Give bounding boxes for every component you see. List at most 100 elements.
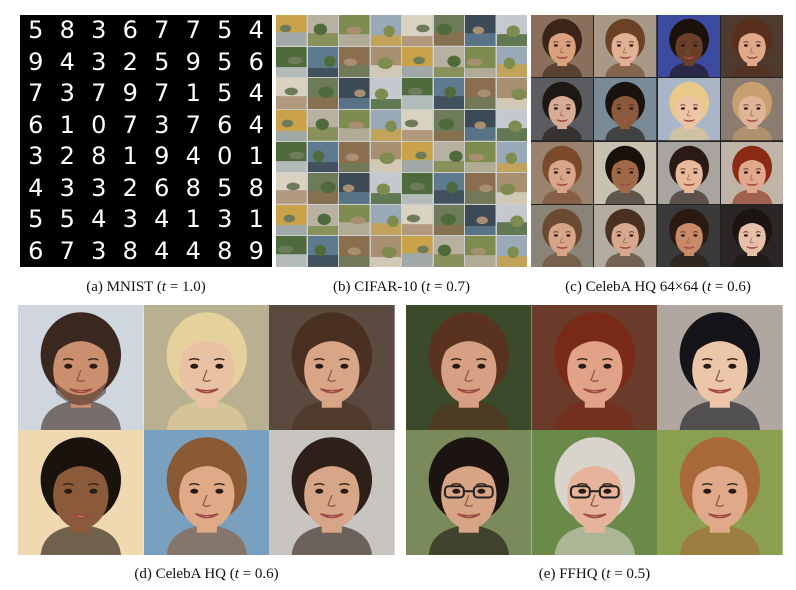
mnist-digit: 5	[217, 16, 233, 44]
cifar-thumbnail	[496, 204, 527, 236]
mnist-digit: 4	[248, 16, 264, 44]
caption-mnist: (a) MNIST (t = 1.0)	[20, 279, 272, 296]
ffhq-sample-grid	[406, 305, 783, 555]
cifar-thumbnail	[276, 236, 307, 267]
cifar-thumbnail	[402, 46, 433, 78]
cifar-thumbnail	[370, 173, 401, 204]
cifar-thumbnail	[433, 236, 464, 267]
cifar-thumbnail	[433, 46, 464, 78]
cifar-thumbnail	[465, 141, 496, 173]
caption-celebahq-var: t	[234, 566, 239, 582]
mnist-digit: 4	[154, 205, 170, 233]
celebahq-sample-grid	[18, 305, 395, 555]
cifar-thumbnail	[276, 15, 307, 46]
mnist-digit: 7	[91, 79, 107, 107]
mnist-digit: 8	[217, 236, 233, 265]
mnist-digit: 2	[122, 47, 138, 76]
mnist-digit: 4	[185, 236, 201, 265]
mnist-digit: 7	[154, 16, 170, 44]
cifar-thumbnail	[465, 236, 496, 267]
cifar-thumbnail	[402, 204, 433, 236]
celebahq-face-sample	[143, 305, 270, 430]
caption-cifar10-prefix: (b) CIFAR-10 (	[333, 279, 427, 295]
cifar10-sample-grid	[276, 15, 527, 267]
cifar-thumbnail	[496, 15, 527, 46]
mnist-digit: 3	[59, 173, 75, 202]
mnist-digit: 1	[59, 110, 75, 139]
cifar-thumbnail	[339, 78, 370, 109]
mnist-digit: 8	[122, 236, 138, 265]
cifar-thumbnail	[496, 173, 527, 204]
mnist-digit: 3	[91, 47, 107, 76]
cifar-thumbnail	[496, 236, 527, 267]
celeba64-face-sample	[531, 141, 594, 204]
ffhq-face-sample	[531, 305, 658, 430]
mnist-digit: 3	[217, 205, 233, 233]
cifar-thumbnail	[402, 236, 433, 267]
cifar-thumbnail	[433, 15, 464, 46]
ffhq-face-sample	[531, 430, 658, 555]
cifar-thumbnail	[465, 204, 496, 236]
mnist-digit: 1	[122, 142, 138, 170]
caption-mnist-prefix: (a) MNIST (	[86, 279, 162, 295]
mnist-digit: 6	[28, 110, 44, 139]
cifar-thumbnail	[465, 78, 496, 109]
mnist-digit: 4	[91, 205, 107, 233]
mnist-digit: 5	[217, 47, 233, 76]
caption-cifar10: (b) CIFAR-10 (t = 0.7)	[276, 279, 527, 296]
mnist-digit: 9	[248, 236, 264, 265]
celeba64-face-sample	[720, 78, 783, 141]
mnist-digit: 2	[122, 173, 138, 202]
mnist-digit: 3	[91, 173, 107, 202]
mnist-digit: 1	[248, 205, 264, 233]
mnist-digit: 6	[28, 236, 44, 265]
celeba64-face-sample	[531, 204, 594, 267]
cifar-thumbnail	[276, 141, 307, 173]
cifar-thumbnail	[276, 109, 307, 141]
mnist-digit: 7	[122, 110, 138, 139]
mnist-digit: 7	[28, 79, 44, 107]
mnist-digit: 3	[91, 16, 107, 44]
mnist-digit: 3	[122, 205, 138, 233]
celeba64-face-sample	[531, 15, 594, 78]
mnist-digit: 6	[122, 16, 138, 44]
caption-cifar10-suffix: = 0.7)	[430, 279, 470, 295]
caption-ffhq-prefix: (e) FFHQ (	[538, 566, 607, 582]
cifar-thumbnail	[402, 15, 433, 46]
cifar-thumbnail	[370, 15, 401, 46]
celebahq-face-sample	[269, 430, 395, 555]
mnist-digit: 4	[248, 79, 264, 107]
celeba64-face-sample	[594, 141, 657, 204]
caption-celeba64: (c) CelebA HQ 64×64 (t = 0.6)	[527, 279, 789, 296]
mnist-digit: 5	[217, 79, 233, 107]
cifar-thumbnail	[465, 173, 496, 204]
mnist-digit: 5	[154, 47, 170, 76]
cifar-thumbnail	[433, 78, 464, 109]
caption-celebahq: (d) CelebA HQ (t = 0.6)	[18, 566, 395, 583]
celeba64-face-sample	[594, 78, 657, 141]
cifar-thumbnail	[370, 78, 401, 109]
cifar-thumbnail	[433, 204, 464, 236]
cifar-thumbnail	[339, 109, 370, 141]
cifar-thumbnail	[370, 141, 401, 173]
caption-mnist-suffix: = 1.0)	[166, 279, 206, 295]
celeba64-face-grid	[531, 15, 783, 267]
celeba64-face-sample	[720, 15, 783, 78]
cifar-thumbnail	[307, 15, 338, 46]
mnist-digit: 9	[28, 47, 44, 76]
cifar-thumbnail	[402, 173, 433, 204]
cifar-thumbnail	[276, 204, 307, 236]
celebahq-face-sample	[143, 430, 270, 555]
celebahq-face-sample	[18, 305, 144, 430]
caption-cifar10-var: t	[426, 279, 431, 295]
celebahq-face-sample	[18, 430, 144, 555]
cifar-thumbnail	[276, 46, 307, 78]
mnist-digit: 7	[59, 236, 75, 265]
mnist-digit: 7	[185, 110, 201, 139]
cifar-thumbnail	[276, 173, 307, 204]
caption-mnist-var: t	[161, 279, 166, 295]
cifar-thumbnail	[433, 141, 464, 173]
mnist-digit: 5	[217, 173, 233, 202]
mnist-digit: 7	[185, 16, 201, 44]
mnist-digit: 8	[248, 173, 264, 202]
